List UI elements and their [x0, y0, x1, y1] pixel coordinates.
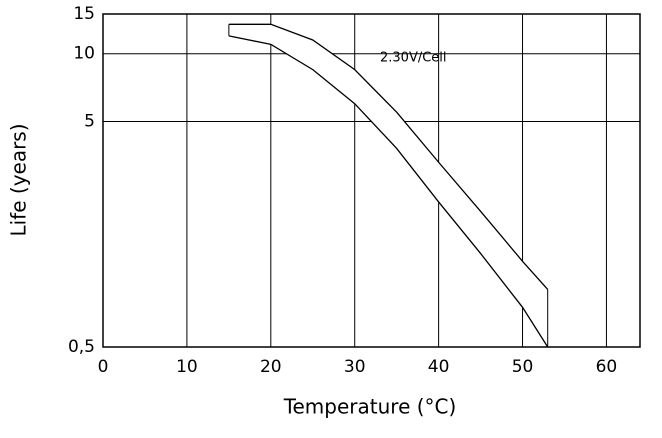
x-tick-label: 50: [512, 357, 534, 377]
x-axis-label: Temperature (°C): [283, 395, 457, 419]
band-edge: [228, 35, 549, 348]
band-fill: [228, 24, 548, 348]
x-tick-label: 20: [260, 357, 282, 377]
x-tick-label: 40: [428, 357, 450, 377]
band-edge: [228, 23, 549, 290]
y-axis-label: Life (years): [7, 123, 31, 236]
annotation: 2.30V/Cell: [380, 51, 447, 66]
y-tick-label: 0,5: [68, 337, 95, 357]
x-tick-label: 0: [98, 357, 109, 377]
y-tick-label: 5: [84, 112, 95, 132]
x-tick-label: 60: [596, 357, 618, 377]
y-tick-label: 15: [73, 4, 95, 24]
plot-frame: [102, 13, 641, 348]
x-tick-label: 10: [176, 357, 198, 377]
y-tick-label: 10: [73, 44, 95, 64]
x-tick-label: 30: [344, 357, 366, 377]
